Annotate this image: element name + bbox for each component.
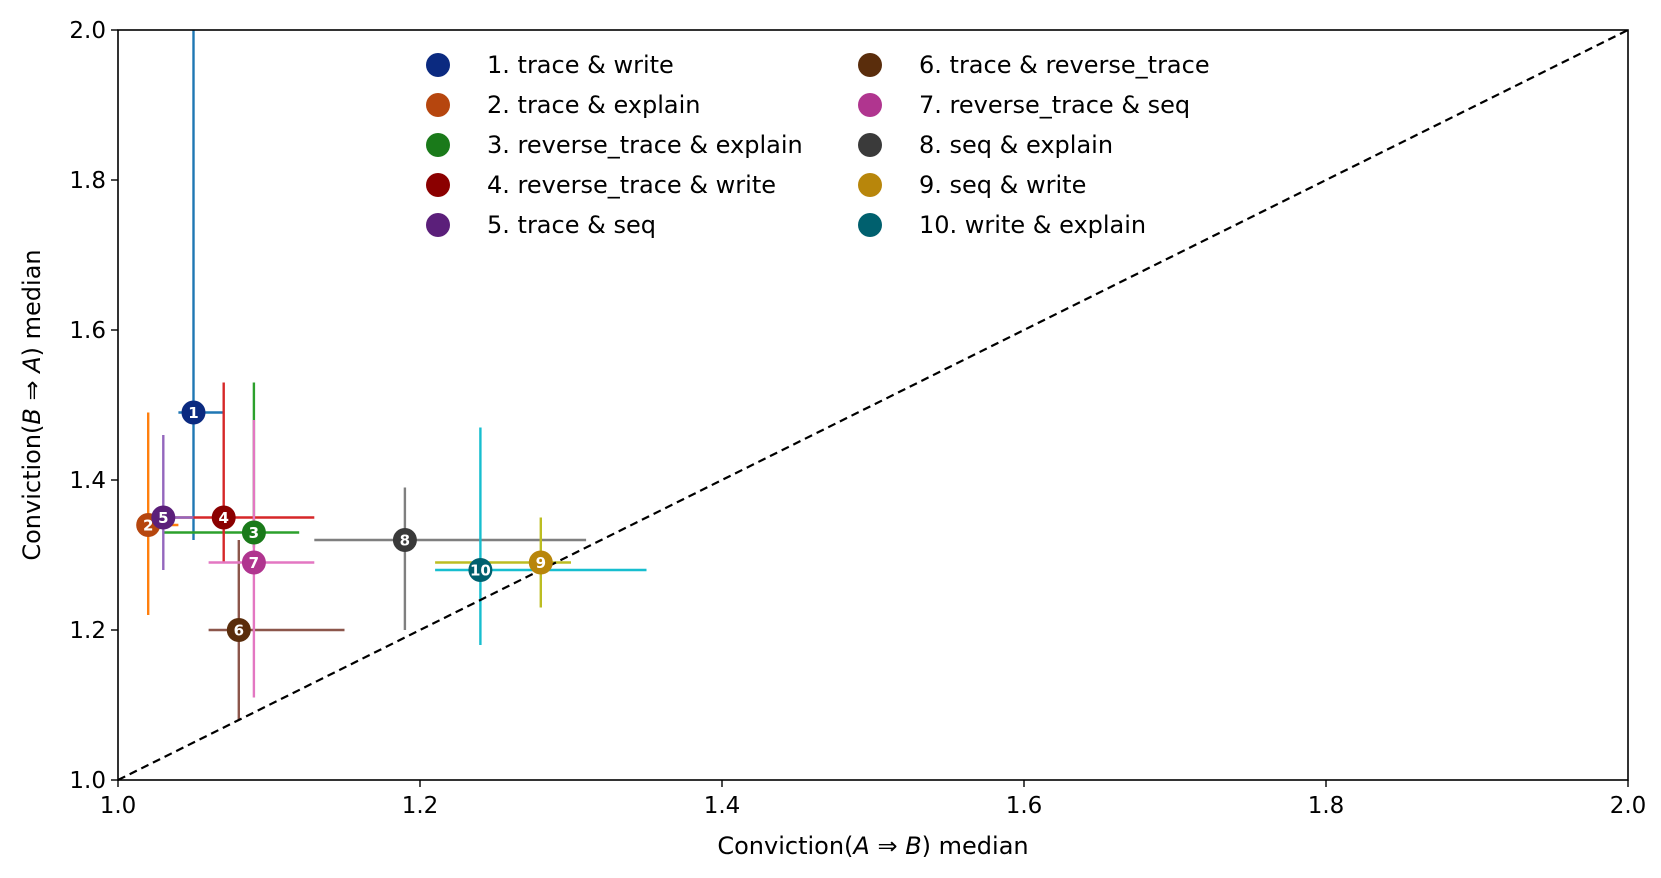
- axis-label-part: ⇒: [18, 373, 46, 408]
- legend-label-4: 4. reverse_trace & write: [487, 171, 776, 199]
- data-point-label-4: 4: [218, 509, 228, 527]
- data-point-label-5: 5: [158, 509, 168, 527]
- data-points: 1 2 3 4 5 6 7 8 9 10: [136, 400, 553, 642]
- data-point-6: [226, 618, 251, 642]
- reference-line-y-equals-x: [117, 29, 1629, 781]
- legend-label-8: 8. seq & explain: [919, 131, 1113, 159]
- legend-marker-8: [858, 133, 882, 157]
- legend-label-5: 5. trace & seq: [487, 211, 656, 239]
- legend-marker-6: [858, 53, 882, 77]
- x-tick-label: 1.0: [100, 793, 137, 819]
- axis-label-part: B: [905, 832, 921, 860]
- legend-marker-3: [426, 133, 450, 157]
- x-tick-label: 1.6: [1006, 793, 1043, 819]
- data-point-8: [392, 528, 417, 552]
- axis-label-part: ⇒: [870, 832, 905, 860]
- y-axis-ticks: 1.0 1.2 1.4 1.6 1.8 2.0: [69, 18, 118, 794]
- x-axis-ticks: 1.0 1.2 1.4 1.6 1.8 2.0: [100, 780, 1647, 819]
- axis-label-part: Conviction(: [717, 832, 853, 860]
- legend-label-9: 9. seq & write: [919, 171, 1086, 199]
- axis-label-part: ) median: [922, 832, 1029, 860]
- axis-label-part: B: [18, 408, 46, 424]
- legend-label-3: 3. reverse_trace & explain: [487, 131, 803, 159]
- data-point-10: [468, 558, 493, 582]
- legend-label-6: 6. trace & reverse_trace: [919, 51, 1210, 79]
- legend-marker-1: [426, 53, 450, 77]
- y-tick-label: 1.4: [69, 468, 106, 494]
- legend-marker-5: [426, 213, 450, 237]
- axis-label-part: ) median: [18, 249, 46, 356]
- data-point-1: [181, 400, 206, 425]
- data-point-label-8: 8: [400, 532, 410, 550]
- legend-marker-9: [858, 173, 882, 197]
- x-tick-label: 1.2: [402, 793, 439, 819]
- data-point-label-6: 6: [234, 622, 244, 640]
- axis-label-part: A: [851, 832, 869, 860]
- y-tick-label: 2.0: [69, 18, 106, 44]
- data-point-label-10: 10: [470, 562, 491, 580]
- x-tick-label: 1.8: [1308, 793, 1345, 819]
- legend-label-1: 1. trace & write: [487, 51, 674, 79]
- legend-marker-7: [858, 93, 882, 117]
- legend-marker-10: [858, 213, 882, 237]
- data-point-3: [241, 520, 266, 545]
- legend-label-7: 7. reverse_trace & seq: [919, 91, 1190, 119]
- x-tick-label: 2.0: [1610, 793, 1647, 819]
- y-axis-label: Conviction(B ⇒ A) median: [18, 249, 46, 560]
- y-tick-label: 1.0: [69, 768, 106, 794]
- data-point-label-7: 7: [249, 554, 259, 572]
- legend-label-10: 10. write & explain: [919, 211, 1146, 239]
- data-point-label-3: 3: [249, 524, 259, 542]
- data-point-7: [241, 550, 266, 575]
- plot-frame: [117, 29, 1629, 781]
- legend-label-2: 2. trace & explain: [487, 91, 700, 119]
- data-point-5: [151, 505, 176, 530]
- axis-label-part: Conviction(: [18, 425, 46, 561]
- y-tick-label: 1.2: [69, 618, 106, 644]
- data-point-label-1: 1: [188, 404, 198, 422]
- data-point-4: [211, 505, 236, 530]
- legend: 1. trace & write 2. trace & explain 3. rev…: [426, 51, 1210, 239]
- axis-label-part: A: [18, 356, 46, 374]
- x-axis-label: Conviction(A ⇒ B) median: [717, 832, 1028, 860]
- y-tick-label: 1.8: [69, 168, 106, 194]
- y-tick-label: 1.6: [69, 318, 106, 344]
- data-point-label-9: 9: [536, 554, 546, 572]
- legend-marker-4: [426, 173, 450, 197]
- data-point-9: [528, 550, 553, 575]
- data-point-label-2: 2: [143, 517, 153, 535]
- legend-marker-2: [426, 93, 450, 117]
- x-tick-label: 1.4: [704, 793, 741, 819]
